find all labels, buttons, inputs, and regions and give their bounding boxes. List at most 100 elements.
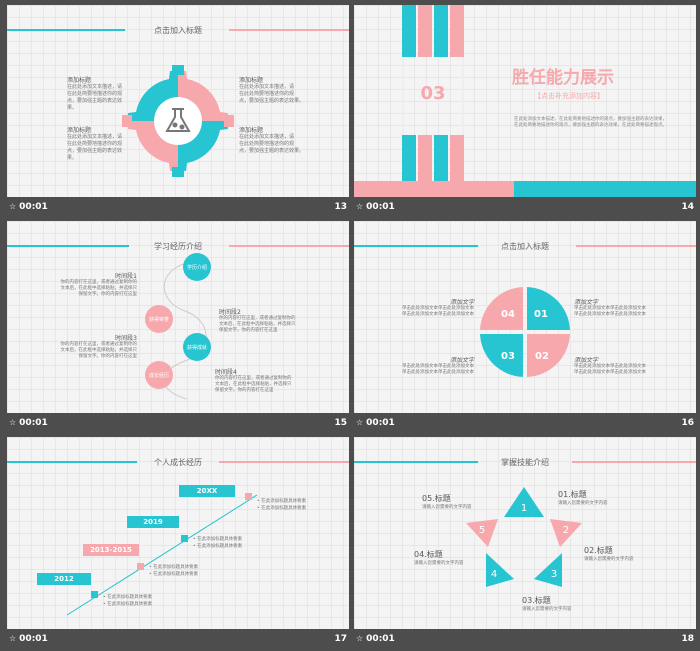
quadrant-03 <box>480 334 523 377</box>
slide-title: 学习经历介绍 <box>154 242 202 251</box>
flask-icon <box>165 108 191 132</box>
quadrant-label: 04 <box>501 309 515 320</box>
star-label: 4 <box>491 569 497 580</box>
slide-thumbnail-18[interactable]: 掌握技能介绍 1 2 3 4 5 01.标题 请输入您需要的文字内容 02.标题… <box>354 437 696 629</box>
year-tag: 20XX <box>179 485 235 497</box>
transition-star-icon: ☆ <box>356 634 364 643</box>
slide-info-bar: ☆ 00:01 18 <box>354 631 696 649</box>
timeline-text-2: 时间段2 你的内容打在这里，或者通过复制你的 文本后，在此框中选择粘贴，并选择只… <box>219 309 296 333</box>
slide-timing: ☆ 00:01 <box>9 634 48 644</box>
slide-info-bar: ☆ 00:01 13 <box>7 199 349 217</box>
gear-icon <box>122 65 234 177</box>
text-block-top-left: 添加标题 在此处添加文本描述，请 在此处简要地描述你的观 点，要加强主题的表达效… <box>67 77 123 111</box>
slide-cell-18[interactable]: 掌握技能介绍 1 2 3 4 5 01.标题 请输入您需要的文字内容 02.标题… <box>354 437 696 651</box>
title-line-left <box>7 29 125 31</box>
slide-thumbnail-17[interactable]: 个人成长经历 20XX 2019 2013-2015 2012 • 在此添加标题… <box>7 437 349 629</box>
star-point-2 <box>550 519 582 547</box>
slide-title: 点击加入标题 <box>501 242 549 251</box>
timeline-text-4: 时间段4 你的内容打在这里，或者通过复制你的 文本后，在此框中选择粘贴，并选择只… <box>215 369 292 393</box>
skill-text-2: 02.标题 请输入您需要的文字内容 <box>584 546 634 562</box>
quadrant-04 <box>480 287 523 330</box>
stripe-decoration <box>418 5 432 57</box>
slide-number: 17 <box>334 634 347 644</box>
stripe-decoration <box>450 135 464 181</box>
slide-timing: ☆ 00:01 <box>9 202 48 212</box>
transition-star-icon: ☆ <box>9 418 17 427</box>
stripe-decoration <box>402 5 416 57</box>
growth-diagonal <box>66 493 258 616</box>
slide-cell-16[interactable]: 点击加入标题 01 02 03 04 添加文字 单击此处添加文本单击此处添加文本… <box>354 221 696 435</box>
quadrant-01 <box>527 287 570 330</box>
bullet-group: • 在此添加标题具体要素 • 在此添加标题具体要素 <box>193 537 243 549</box>
star-point-3 <box>534 553 562 587</box>
slide-thumbnail-15[interactable]: 学习经历介绍 学历介绍 获得荣誉 获得成就 成长经历 时间段1 你的内容打在这里… <box>7 221 349 413</box>
quadrant-label: 03 <box>501 351 515 362</box>
quadrant-02 <box>527 334 570 377</box>
slide-title: 胜任能力展示 <box>512 68 614 88</box>
slide-title: 点击加入标题 <box>154 26 202 35</box>
skill-text-1: 01.标题 请输入您需要的文字内容 <box>558 490 608 506</box>
slide-number: 14 <box>681 202 694 212</box>
transition-star-icon: ☆ <box>356 202 364 211</box>
quadrant-label: 01 <box>534 309 548 320</box>
transition-star-icon: ☆ <box>9 202 17 211</box>
skill-text-3: 03.标题 请输入您需要的文字内容 <box>522 596 572 612</box>
timeline-circle: 获得荣誉 <box>145 305 173 333</box>
quadrant-diagram: 01 02 03 04 <box>480 287 570 377</box>
slide-number: 18 <box>681 634 694 644</box>
quadrant-text-top-right: 添加文字 单击此处添加文本单击此处添加文本 单击此处添加文本单击此处添加文本 <box>574 299 646 317</box>
slide-cell-17[interactable]: 个人成长经历 20XX 2019 2013-2015 2012 • 在此添加标题… <box>7 437 349 651</box>
slide-info-bar: ☆ 00:01 16 <box>354 415 696 433</box>
gear-diagram <box>122 65 234 177</box>
stripe-decoration <box>434 135 448 181</box>
bullet-group: • 在此添加标题具体要素 • 在此添加标题具体要素 <box>257 499 307 511</box>
title-line-right <box>229 29 349 31</box>
quadrant-text-top-left: 添加文字 单击此处添加文本单击此处添加文本 单击此处添加文本单击此处添加文本 <box>402 299 474 317</box>
timeline-circle: 获得成就 <box>183 333 211 361</box>
timeline-text-1: 时间段1 你的内容打在这里，或者通过复制你的 文本后，在此框中选择粘贴，并选择只… <box>60 273 138 297</box>
text-block-bottom-left: 添加标题 在此处添加文本描述，请 在此处简要地描述你的观 点，要加强主题的表达效… <box>67 127 123 161</box>
star-label: 5 <box>479 525 485 536</box>
transition-star-icon: ☆ <box>9 634 17 643</box>
text-block-bottom-right: 添加标题 在此处添加文本描述，请 在此处简要地描述你的观 点，要加强主题的表达效… <box>239 127 305 154</box>
section-number: 03 <box>420 83 446 104</box>
slide-description: 在此处添加文本描述，在此处简要地描述你的观点，要加强主题的表达效果， 在此处简要… <box>514 117 667 128</box>
slide-thumbnail-13[interactable]: 点击加入标题 添加标题 在此处添加文本描述，请 在此处简要 <box>7 5 349 197</box>
slide-cell-14[interactable]: 03 胜任能力展示 【点击补充添加内容】 在此处添加文本描述，在此处简要地描述你… <box>354 5 696 219</box>
stripe-decoration <box>402 135 416 181</box>
year-tag: 2019 <box>127 516 179 528</box>
bottom-bar-cyan <box>514 181 696 197</box>
year-tag: 2013-2015 <box>83 544 139 556</box>
slide-cell-15[interactable]: 学习经历介绍 学历介绍 获得荣誉 获得成就 成长经历 时间段1 你的内容打在这里… <box>7 221 349 435</box>
star-point-5 <box>466 519 498 547</box>
slide-info-bar: ☆ 00:01 14 <box>354 199 696 217</box>
slide-timing: ☆ 00:01 <box>356 418 395 428</box>
slide-number: 15 <box>334 418 347 428</box>
slide-timing: ☆ 00:01 <box>356 634 395 644</box>
slide-title: 个人成长经历 <box>154 458 202 467</box>
quadrant-label: 02 <box>535 351 549 362</box>
year-tag: 2012 <box>37 573 91 585</box>
title-line-right <box>572 461 696 463</box>
title-line-left <box>354 461 478 463</box>
slide-cell-13[interactable]: 点击加入标题 添加标题 在此处添加文本描述，请 在此处简要 <box>7 5 349 219</box>
text-block-top-right: 添加标题 在此处添加文本描述，请 在此处简要地描述你的观 点，要加强主题的表达效… <box>239 77 305 104</box>
slide-timing: ☆ 00:01 <box>356 202 395 212</box>
title-line-right <box>229 245 349 247</box>
skill-text-5: 05.标题 请输入您需要的文字内容 <box>422 494 472 510</box>
title-line-left <box>354 245 478 247</box>
star-diagram: 1 2 3 4 5 <box>466 487 582 587</box>
timeline-text-3: 时间段3 你的内容打在这里，或者通过复制你的 文本后，在此框中选择粘贴，并选择只… <box>60 335 138 359</box>
quadrant-text-bottom-right: 添加文字 单击此处添加文本单击此处添加文本 单击此处添加文本单击此处添加文本 <box>574 357 646 375</box>
slide-thumbnail-14[interactable]: 03 胜任能力展示 【点击补充添加内容】 在此处添加文本描述，在此处简要地描述你… <box>354 5 696 197</box>
quadrant-text-bottom-left: 添加文字 单击此处添加文本单击此处添加文本 单击此处添加文本单击此处添加文本 <box>402 357 474 375</box>
slide-timing: ☆ 00:01 <box>9 418 48 428</box>
title-line-left <box>7 461 137 463</box>
star-label: 1 <box>521 503 527 514</box>
transition-star-icon: ☆ <box>356 418 364 427</box>
title-line-right <box>576 245 696 247</box>
title-line-left <box>7 245 129 247</box>
star-point-1 <box>504 487 544 517</box>
bullet-group: • 在此添加标题具体要素 • 在此添加标题具体要素 <box>149 565 199 577</box>
slide-thumbnail-16[interactable]: 点击加入标题 01 02 03 04 添加文字 单击此处添加文本单击此处添加文本… <box>354 221 696 413</box>
